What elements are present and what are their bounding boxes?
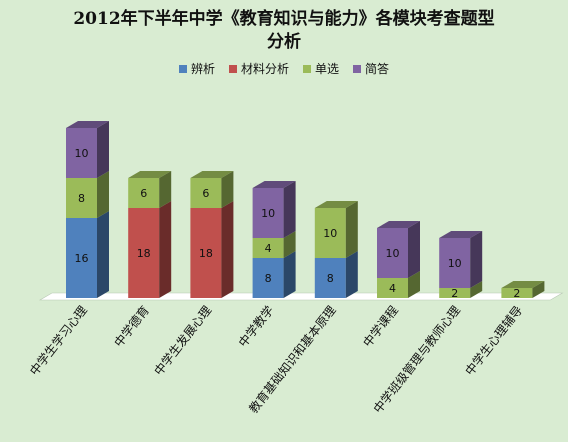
- bar-top-7: [501, 281, 545, 288]
- bar-top-1: [128, 171, 172, 178]
- legend-item-cailiao: 材料分析: [228, 60, 289, 77]
- bar-top-3: [252, 181, 296, 188]
- data-label-1-1: 18: [137, 247, 151, 260]
- bar-side-2-5: [408, 271, 420, 298]
- bar-2-7: [501, 288, 533, 298]
- bar-side-0-3: [283, 251, 296, 298]
- bar-top-4: [314, 201, 358, 208]
- bar-3-6: [439, 238, 471, 288]
- bar-side-3-3: [283, 181, 296, 238]
- bar-side-0-4: [345, 251, 358, 298]
- bar-0-0: [66, 218, 97, 298]
- bar-top-2: [190, 171, 234, 178]
- data-label-3-0: 10: [75, 147, 89, 160]
- data-label-0-4: 8: [327, 272, 334, 285]
- bar-top-6: [439, 231, 483, 238]
- legend-swatch-cailiao: [228, 64, 237, 73]
- legend-item-jianda: 简答: [353, 60, 389, 77]
- x-tick-label-7: 中学生心理辅导: [462, 303, 526, 378]
- bar-side-3-5: [408, 221, 420, 278]
- data-label-2-0: 8: [78, 192, 85, 205]
- bar-2-0: [66, 178, 97, 218]
- bar-side-0-0: [97, 211, 109, 298]
- bar-side-2-1: [159, 171, 172, 208]
- legend-swatch-jianda: [353, 64, 362, 73]
- bar-side-1-2: [221, 201, 234, 298]
- data-label-3-5: 10: [386, 247, 400, 260]
- legend-swatch-bianxi: [178, 64, 187, 73]
- data-label-2-5: 4: [389, 282, 396, 295]
- chart-legend: 辨析 材料分析 单选 简答: [0, 60, 568, 77]
- legend-label-bianxi: 辨析: [190, 62, 215, 76]
- legend-label-danxuan: 单选: [315, 62, 340, 76]
- x-tick-label-3: 中学教学: [235, 303, 276, 350]
- bar-side-2-2: [221, 171, 234, 208]
- bar-3-5: [377, 228, 408, 278]
- bar-side-3-6: [470, 231, 483, 288]
- data-label-2-2: 6: [202, 187, 209, 200]
- bar-1-1: [128, 208, 160, 298]
- x-tick-label-0: 中学生学习心理: [26, 303, 90, 378]
- bar-top-5: [377, 221, 420, 228]
- data-label-2-1: 6: [140, 187, 147, 200]
- legend-swatch-danxuan: [303, 64, 311, 73]
- bar-side-2-6: [470, 281, 483, 298]
- bar-3-3: [252, 188, 284, 238]
- x-tick-label-1: 中学德育: [111, 303, 152, 350]
- data-label-0-3: 8: [265, 272, 272, 285]
- legend-item-bianxi: 辨析: [178, 60, 215, 77]
- data-label-0-0: 16: [75, 252, 89, 265]
- bar-top-0: [66, 121, 109, 128]
- legend-label-cailiao: 材料分析: [240, 62, 289, 76]
- data-label-2-6: 2: [451, 287, 458, 300]
- bar-2-3: [252, 238, 284, 258]
- data-label-2-3: 4: [265, 242, 272, 255]
- chart-title: 2012年下半年中学《教育知识与能力》各模块考查题型: [73, 9, 495, 29]
- legend-item-danxuan: 单选: [303, 60, 339, 77]
- legend-label-jianda: 简答: [365, 62, 390, 76]
- bar-side-1-1: [159, 201, 172, 298]
- data-label-2-7: 2: [513, 287, 520, 300]
- x-tick-label-2: 中学生发展心理: [151, 303, 215, 378]
- bar-2-2: [190, 178, 222, 208]
- bar-side-2-7: [532, 281, 545, 298]
- bar-3-0: [66, 128, 97, 178]
- data-label-3-6: 10: [448, 257, 462, 270]
- data-label-3-3: 10: [261, 207, 275, 220]
- chart-title-line2: 分析: [267, 32, 301, 52]
- bar-2-4: [314, 208, 346, 258]
- chart-floor: [38, 292, 564, 301]
- bar-0-3: [252, 258, 284, 298]
- bar-side-2-0: [97, 171, 109, 218]
- bar-side-2-3: [283, 231, 296, 258]
- x-tick-label-5: 中学课程: [359, 303, 400, 350]
- bar-0-4: [314, 258, 346, 298]
- bar-2-6: [439, 288, 471, 298]
- bar-side-3-0: [97, 121, 109, 178]
- data-label-1-2: 18: [199, 247, 213, 260]
- bar-side-2-4: [345, 201, 358, 258]
- data-label-2-4: 10: [323, 227, 337, 240]
- bar-1-2: [190, 208, 222, 298]
- bar-2-5: [377, 278, 408, 298]
- bar-2-1: [128, 178, 160, 208]
